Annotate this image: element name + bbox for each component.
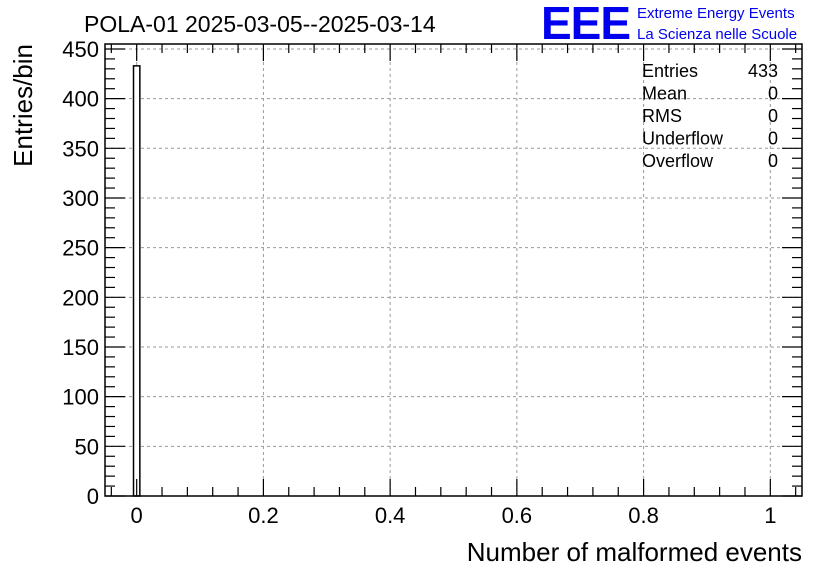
y-tick-labels: 0 50 100 150 200 250 300 350 400 450 bbox=[62, 37, 99, 509]
x-tick-label: 0.2 bbox=[248, 503, 279, 528]
y-tick-label: 350 bbox=[62, 136, 99, 161]
y-tick-label: 200 bbox=[62, 285, 99, 310]
x-tick-label: 0 bbox=[131, 503, 143, 528]
x-axis-label: Number of malformed events bbox=[467, 537, 802, 567]
stats-label: Overflow bbox=[642, 151, 714, 171]
stats-label: Underflow bbox=[642, 129, 724, 149]
stats-value: 0 bbox=[768, 151, 778, 171]
y-tick-label: 300 bbox=[62, 186, 99, 211]
y-tick-label: 0 bbox=[87, 484, 99, 509]
histogram-bin bbox=[132, 65, 141, 497]
stats-label: Entries bbox=[642, 61, 698, 81]
x-tick-label: 0.4 bbox=[375, 503, 406, 528]
grid-lines bbox=[105, 44, 802, 496]
stats-value: 433 bbox=[748, 61, 778, 81]
stats-label: Mean bbox=[642, 84, 687, 104]
y-tick-label: 50 bbox=[75, 434, 99, 459]
y-tick-label: 100 bbox=[62, 385, 99, 410]
stats-box: Entries 433 Mean 0 RMS 0 Underflow 0 Overflow 0 bbox=[642, 61, 778, 171]
x-tick-label: 0.6 bbox=[502, 503, 533, 528]
stats-value: 0 bbox=[768, 84, 778, 104]
chart-title: POLA-01 2025-03-05--2025-03-14 bbox=[84, 11, 436, 37]
stats-label: RMS bbox=[642, 106, 682, 126]
axis-ticks bbox=[105, 44, 802, 497]
logo-mark: EEE bbox=[541, 0, 630, 49]
stats-value: 0 bbox=[768, 129, 778, 149]
stats-value: 0 bbox=[768, 106, 778, 126]
y-tick-label: 250 bbox=[62, 236, 99, 261]
histogram-bars bbox=[132, 65, 141, 497]
logo-line-1: Extreme Energy Events bbox=[637, 5, 795, 22]
y-tick-label: 400 bbox=[62, 87, 99, 112]
x-tick-label: 0.8 bbox=[628, 503, 659, 528]
y-tick-label: 150 bbox=[62, 335, 99, 360]
x-tick-label: 1 bbox=[764, 503, 776, 528]
eee-logo: EEE Extreme Energy Events La Scienza nel… bbox=[541, 0, 797, 49]
y-tick-label: 450 bbox=[62, 37, 99, 62]
logo-line-2: La Scienza nelle Scuole bbox=[637, 26, 797, 43]
y-axis-label: Entries/bin bbox=[8, 44, 38, 167]
x-tick-labels: 0 0.2 0.4 0.6 0.8 1 bbox=[131, 503, 777, 528]
plot-frame bbox=[104, 43, 803, 497]
